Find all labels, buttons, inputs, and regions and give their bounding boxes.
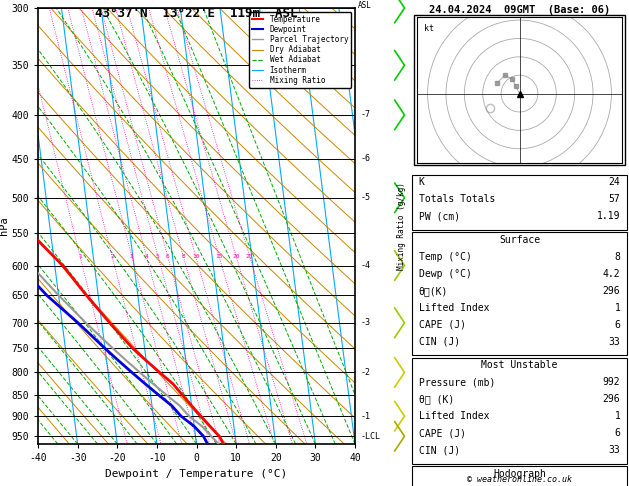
Text: 57: 57 (608, 194, 620, 205)
X-axis label: Dewpoint / Temperature (°C): Dewpoint / Temperature (°C) (106, 469, 287, 479)
Text: km
ASL: km ASL (358, 0, 372, 10)
Text: 15: 15 (215, 254, 223, 259)
Bar (412, 232, 627, 355)
Text: K: K (419, 177, 425, 188)
Text: 4: 4 (145, 254, 148, 259)
Text: θᴇ(K): θᴇ(K) (419, 286, 448, 296)
Text: Mixing Ratio (g/kg): Mixing Ratio (g/kg) (398, 182, 406, 270)
Text: 20: 20 (232, 254, 240, 259)
Legend: Temperature, Dewpoint, Parcel Trajectory, Dry Adiabat, Wet Adiabat, Isotherm, Mi: Temperature, Dewpoint, Parcel Trajectory… (249, 12, 351, 88)
Text: Pressure (mb): Pressure (mb) (419, 377, 495, 387)
Text: Lifted Index: Lifted Index (419, 411, 489, 421)
Text: 296: 296 (603, 286, 620, 296)
Bar (412, 175, 627, 230)
Text: Most Unstable: Most Unstable (481, 360, 558, 370)
Text: Temp (°C): Temp (°C) (419, 252, 472, 262)
Text: Lifted Index: Lifted Index (419, 303, 489, 313)
Text: 5: 5 (156, 254, 160, 259)
Text: 8: 8 (615, 252, 620, 262)
Text: -5: -5 (360, 193, 370, 202)
Text: 1: 1 (615, 411, 620, 421)
Text: θᴇ (K): θᴇ (K) (419, 394, 454, 404)
Text: -7: -7 (360, 110, 370, 120)
Text: -LCL: -LCL (360, 432, 381, 441)
Y-axis label: hPa: hPa (0, 217, 9, 235)
Text: 6: 6 (615, 320, 620, 330)
Text: -4: -4 (360, 261, 370, 270)
Text: CAPE (J): CAPE (J) (419, 320, 465, 330)
Text: 6: 6 (165, 254, 169, 259)
Text: -6: -6 (360, 154, 370, 163)
Text: Totals Totals: Totals Totals (419, 194, 495, 205)
Text: CIN (J): CIN (J) (419, 445, 460, 455)
Text: 4.2: 4.2 (603, 269, 620, 279)
Text: Surface: Surface (499, 235, 540, 245)
Text: CAPE (J): CAPE (J) (419, 428, 465, 438)
Text: © weatheronline.co.uk: © weatheronline.co.uk (467, 474, 572, 484)
Text: 6: 6 (615, 428, 620, 438)
Text: 1: 1 (615, 303, 620, 313)
Text: 2: 2 (110, 254, 114, 259)
Text: 8: 8 (181, 254, 185, 259)
Text: 10: 10 (192, 254, 199, 259)
Text: 992: 992 (603, 377, 620, 387)
Text: Dewp (°C): Dewp (°C) (419, 269, 472, 279)
Bar (412, 358, 627, 464)
Bar (412, 466, 627, 486)
Text: 33: 33 (608, 445, 620, 455)
Text: 25: 25 (246, 254, 253, 259)
Text: Hodograph: Hodograph (493, 469, 546, 479)
Text: 296: 296 (603, 394, 620, 404)
Text: CIN (J): CIN (J) (419, 337, 460, 347)
Text: 1.19: 1.19 (597, 211, 620, 222)
Text: -3: -3 (360, 318, 370, 327)
Text: PW (cm): PW (cm) (419, 211, 460, 222)
Text: 33: 33 (608, 337, 620, 347)
Text: 3: 3 (130, 254, 133, 259)
Text: 1: 1 (78, 254, 82, 259)
Text: 43°37'N  13°22'E  119m  ASL: 43°37'N 13°22'E 119m ASL (95, 7, 298, 20)
Text: -2: -2 (360, 368, 370, 377)
Text: 24: 24 (608, 177, 620, 188)
Bar (415, 15, 625, 165)
Text: 24.04.2024  09GMT  (Base: 06): 24.04.2024 09GMT (Base: 06) (429, 5, 610, 15)
Text: -1: -1 (360, 412, 370, 421)
